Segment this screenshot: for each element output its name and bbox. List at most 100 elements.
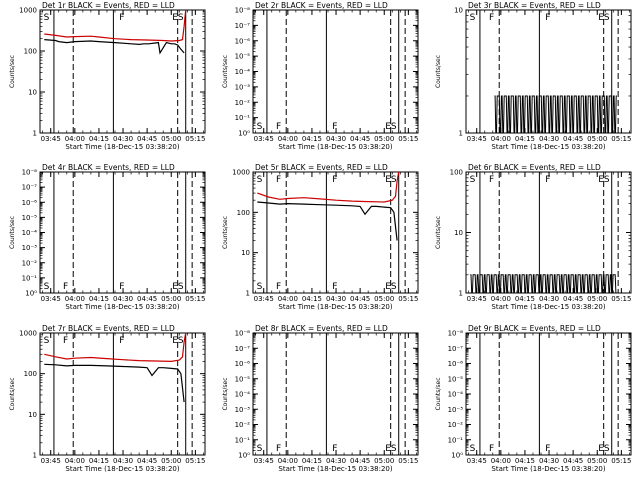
flag-label: F (276, 122, 281, 132)
y-axis-label: Counts/sec (435, 216, 442, 249)
x-tick-label: 04:15 (89, 135, 109, 143)
y-tick-label: 10 (28, 89, 37, 97)
flag-label: ES (385, 444, 397, 454)
x-axis-label: Start Time (18-Dec-15 03:38:20) (278, 303, 392, 311)
panel-det-3r: Det 3r BLACK = Events, RED = LLD 1 10 03:45… (435, 1, 632, 151)
x-axis-label: Start Time (18-Dec-15 03:38:20) (491, 143, 605, 151)
x-axis-label: Start Time (18-Dec-15 03:38:20) (278, 143, 392, 151)
x-tick-label: 04:00 (65, 295, 85, 303)
x-tick-label: 05:00 (374, 457, 394, 465)
y-tick-label: 10⁻³ (22, 244, 38, 252)
x-tick-label: 03:45 (41, 295, 61, 303)
x-tick-label: 04:30 (539, 295, 559, 303)
panel-title: Det 1r BLACK = Events, RED = LLD (42, 1, 175, 10)
x-tick-label: 03:45 (254, 295, 274, 303)
flag-label: ES (385, 282, 397, 292)
panel-det-9r: Det 9r BLACK = Events, RED = LLD 10⁰ 10⁻¹ 1… (435, 324, 632, 473)
series-lld (44, 9, 187, 42)
x-tick-label: 04:45 (563, 135, 583, 143)
x-tick-label: 04:15 (302, 295, 322, 303)
panel-title: Det 6r BLACK = Events, RED = LLD (468, 163, 601, 172)
plot-frame (39, 171, 206, 294)
x-tick-label: 03:45 (254, 457, 274, 465)
y-tick-label: 10⁻¹ (235, 114, 251, 122)
flag-label: F (276, 175, 281, 185)
x-tick-label: 05:00 (161, 295, 181, 303)
flag-label: S (257, 444, 263, 454)
x-tick-label: 05:15 (185, 295, 205, 303)
y-tick-label: 1 (33, 130, 37, 138)
y-tick-label: 10⁻¹ (448, 436, 464, 444)
y-tick-label: 10⁻² (235, 99, 251, 107)
y-tick-label: 10⁰ (25, 290, 37, 298)
x-tick-label: 05:15 (185, 457, 205, 465)
flag-label: F (276, 444, 281, 454)
series-events (257, 201, 398, 241)
x-tick-label: 03:45 (467, 457, 487, 465)
y-tick-label: 10⁻³ (235, 406, 251, 414)
y-tick-label: 10⁻³ (235, 83, 251, 91)
panel-det-2r: Det 2r BLACK = Events, RED = LLD 10⁰ 10⁻¹ 1… (222, 1, 419, 151)
x-tick-label: 04:30 (113, 457, 133, 465)
series-lld (257, 171, 400, 203)
y-axis-label: Counts/sec (9, 216, 16, 249)
x-tick-label: 04:30 (539, 457, 559, 465)
y-tick-label: 10⁻⁶ (235, 360, 251, 368)
panel-det-7r: Det 7r BLACK = Events, RED = LLD 1 10 100 10… (9, 324, 206, 473)
x-tick-label: 04:00 (278, 295, 298, 303)
y-tick-label: 10⁻⁴ (235, 68, 251, 76)
flag-label: ES (172, 282, 184, 292)
x-tick-label: 04:00 (491, 457, 511, 465)
panel-title: Det 5r BLACK = Events, RED = LLD (255, 163, 388, 172)
y-tick-label: 10⁻⁵ (448, 375, 464, 383)
flag-label: F (332, 282, 337, 292)
y-tick-label: 10⁻⁷ (22, 184, 38, 192)
x-tick-label: 05:00 (587, 295, 607, 303)
x-tick-label: 03:45 (254, 135, 274, 143)
y-tick-label: 10⁻² (22, 259, 38, 267)
plot-frame (465, 332, 632, 456)
flag-label: F (63, 336, 68, 346)
y-tick-label: 10⁻³ (448, 406, 464, 414)
y-tick-label: 10 (454, 229, 463, 237)
y-axis-label: Counts/sec (222, 55, 229, 88)
y-tick-label: 10⁻⁵ (22, 214, 38, 222)
y-tick-label: 10⁻⁸ (22, 169, 38, 177)
flag-label: ES (598, 13, 610, 23)
panel-title: Det 9r BLACK = Events, RED = LLD (468, 324, 601, 333)
plot-frame (252, 332, 419, 456)
x-tick-label: 04:45 (137, 457, 157, 465)
x-tick-label: 04:15 (515, 135, 535, 143)
x-tick-label: 04:45 (563, 457, 583, 465)
x-tick-label: 05:00 (374, 295, 394, 303)
y-axis-label: Counts/sec (435, 377, 442, 410)
plot-frame (252, 171, 419, 294)
y-tick-label: 10⁻⁸ (448, 330, 464, 338)
x-tick-label: 04:00 (491, 295, 511, 303)
y-tick-label: 1000 (232, 169, 250, 177)
y-tick-label: 1000 (19, 330, 37, 338)
series-events (44, 39, 185, 55)
flag-label: F (332, 175, 337, 185)
y-tick-label: 10⁻⁸ (235, 330, 251, 338)
series-events (494, 95, 617, 134)
y-tick-label: 10⁻⁶ (22, 199, 38, 207)
plot-frame (39, 332, 206, 456)
series-events (44, 363, 185, 403)
flag-label: S (44, 336, 50, 346)
x-tick-label: 04:00 (65, 457, 85, 465)
x-tick-label: 04:30 (113, 295, 133, 303)
flag-label: ES (172, 13, 184, 23)
flag-label: S (470, 444, 476, 454)
x-axis-label: Start Time (18-Dec-15 03:38:20) (65, 465, 179, 473)
x-tick-label: 04:45 (563, 295, 583, 303)
flag-label: F (119, 13, 124, 23)
y-tick-label: 10⁻¹ (235, 436, 251, 444)
y-tick-label: 10 (454, 7, 463, 15)
y-tick-label: 100 (24, 370, 37, 378)
y-tick-label: 100 (237, 209, 250, 217)
flag-label: ES (172, 336, 184, 346)
panel-title: Det 8r BLACK = Events, RED = LLD (255, 324, 388, 333)
x-tick-label: 05:00 (374, 135, 394, 143)
